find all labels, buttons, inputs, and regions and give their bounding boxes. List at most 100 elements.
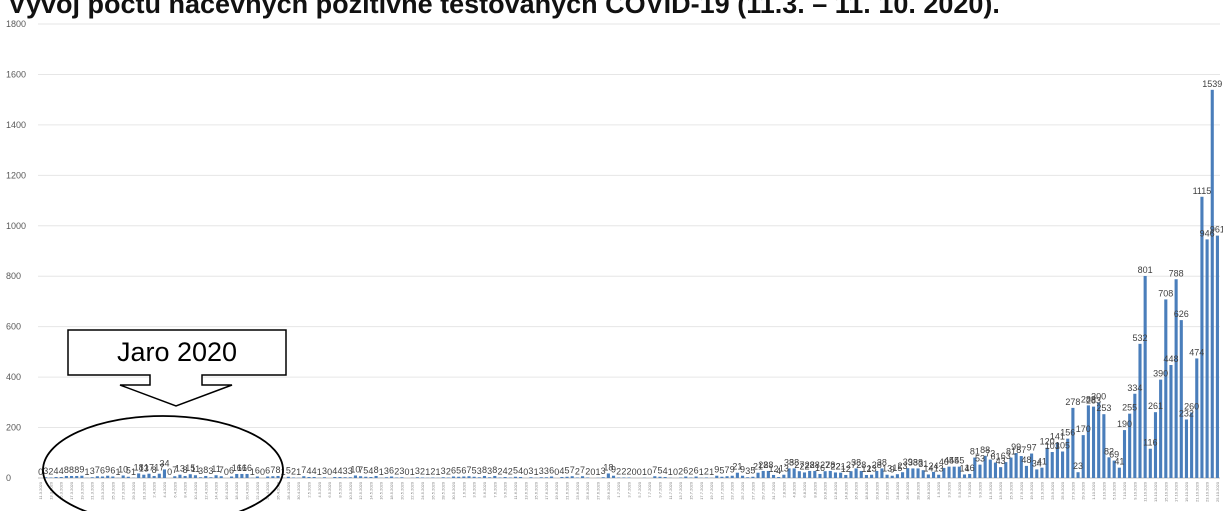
data-label: 2 (420, 467, 425, 477)
data-label: 34 (1032, 458, 1042, 468)
x-tick-label: 6.8.2020 (802, 481, 807, 497)
bar (529, 477, 533, 478)
bar (771, 474, 776, 478)
x-tick-label: 8.4.2020 (183, 481, 188, 497)
data-label: 3 (384, 466, 389, 476)
bar (255, 476, 259, 478)
x-tick-label: 28.8.2020 (916, 481, 921, 500)
bar (978, 464, 982, 478)
data-label: 4 (559, 466, 564, 476)
data-label: 81 (970, 447, 980, 457)
data-label: 0 (637, 467, 642, 477)
bar (1143, 275, 1147, 478)
bar (90, 477, 94, 478)
x-tick-label: 27.6.2020 (596, 481, 601, 500)
data-label: 4 (368, 466, 373, 476)
x-tick-label: 13.7.2020 (678, 481, 683, 500)
x-tick-label: 19.9.2020 (1029, 481, 1034, 500)
bar (864, 474, 868, 478)
bar (911, 468, 915, 478)
bar (477, 477, 481, 478)
bar (704, 477, 708, 478)
x-tick-label: 13.6.2020 (523, 481, 528, 500)
bar (1128, 413, 1132, 478)
x-tick-label: 11.6.2020 (513, 481, 518, 499)
x-tick-label: 13.9.2020 (998, 481, 1003, 500)
data-label: 4 (332, 466, 337, 476)
bar (813, 470, 817, 478)
data-label: 9 (730, 465, 735, 475)
data-label: 9 (740, 465, 745, 475)
data-label: 961 (1210, 225, 1223, 235)
data-label: 73 (985, 449, 995, 459)
bar (565, 476, 569, 478)
data-label: 801 (1138, 265, 1153, 275)
bar (1045, 447, 1049, 478)
bar (968, 473, 972, 478)
x-tick-label: 27.7.2020 (750, 481, 755, 500)
bar (49, 477, 53, 478)
x-tick-label: 30.5.2020 (451, 481, 456, 500)
bar (451, 476, 456, 478)
x-tick-label: 18.8.2020 (864, 481, 869, 500)
bar (792, 468, 796, 478)
bar (420, 477, 425, 478)
bar (937, 474, 941, 478)
data-label: 5 (565, 466, 570, 476)
data-label: 4 (337, 466, 342, 476)
bar (209, 477, 213, 478)
data-label: 39 (903, 457, 913, 467)
data-label: 2 (704, 467, 709, 477)
data-label: 1539 (1202, 79, 1222, 89)
bar (188, 474, 192, 478)
data-label: 3 (487, 466, 492, 476)
data-label: 14 (959, 463, 969, 473)
y-tick-label: 1000 (6, 221, 26, 231)
x-tick-label: 23.10.2020 (1205, 481, 1210, 502)
bar (544, 477, 548, 478)
y-tick-label: 1400 (6, 120, 26, 130)
data-label: 1 (709, 467, 714, 477)
bar (973, 457, 977, 478)
bar (70, 475, 74, 478)
data-label: 28 (763, 460, 773, 470)
bar (942, 467, 946, 478)
data-label: 45 (944, 456, 954, 466)
bar (152, 475, 156, 478)
data-label: 788 (1169, 268, 1184, 278)
x-tick-label: 4.4.2020 (162, 481, 167, 497)
x-tick-label: 15.6.2020 (534, 481, 539, 500)
x-tick-label: 10.5.2020 (348, 481, 353, 500)
x-tick-label: 3.6.2020 (472, 481, 477, 497)
x-tick-label: 1.10.2020 (1091, 481, 1096, 500)
data-label: 23 (1073, 461, 1083, 471)
x-tick-label: 24.8.2020 (895, 481, 900, 500)
bar (395, 477, 399, 478)
data-label: 24 (929, 461, 939, 471)
bar (1061, 451, 1065, 478)
x-tick-label: 18.5.2020 (389, 481, 394, 500)
x-tick-label: 28.5.2020 (441, 481, 446, 500)
bar (833, 472, 838, 478)
data-label: 253 (1096, 403, 1111, 413)
bar (75, 475, 79, 478)
x-tick-label: 29.3.2020 (131, 481, 136, 500)
x-tick-label: 7.7.2020 (647, 481, 652, 497)
data-label: 7 (570, 465, 575, 475)
bar (617, 477, 621, 478)
bar (498, 477, 502, 478)
x-tick-label: 21.6.2020 (565, 481, 570, 500)
data-label: 4 (518, 466, 523, 476)
data-label: 1 (534, 467, 539, 477)
data-label: 13 (867, 464, 877, 474)
data-label: 8 (482, 465, 487, 475)
bar (1112, 460, 1116, 478)
bar (400, 477, 404, 478)
data-label: 48 (1021, 455, 1031, 465)
data-label: 2 (616, 467, 621, 477)
data-label: 7 (301, 465, 306, 475)
x-tick-label: 22.5.2020 (410, 481, 415, 500)
data-label: 18 (603, 462, 613, 472)
bar (80, 475, 84, 478)
